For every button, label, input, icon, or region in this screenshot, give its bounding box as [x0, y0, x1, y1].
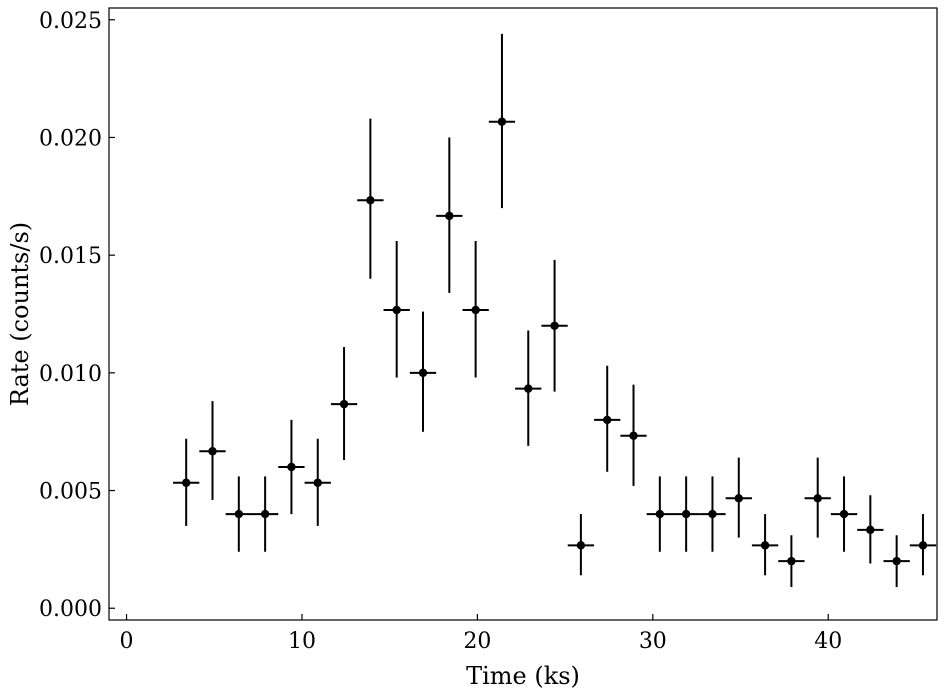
x-tick-label: 40 [814, 629, 842, 654]
y-tick-label: 0.005 [39, 480, 102, 505]
data-point [804, 457, 831, 538]
point-marker [497, 117, 507, 126]
y-tick-label: 0.025 [39, 9, 102, 34]
point-marker [655, 509, 665, 519]
data-points [173, 33, 937, 588]
point-marker [892, 556, 901, 566]
data-point [278, 419, 305, 515]
point-marker [445, 211, 454, 221]
point-marker [708, 509, 717, 519]
data-point [488, 33, 516, 209]
point-marker [418, 368, 428, 378]
point-marker [787, 556, 796, 566]
point-marker [760, 541, 770, 550]
point-marker [471, 305, 480, 315]
x-tick-label: 10 [288, 629, 316, 654]
point-marker [181, 478, 191, 487]
data-point [778, 535, 805, 588]
data-point [699, 476, 726, 552]
data-point [883, 535, 910, 588]
point-marker [234, 509, 244, 519]
y-axis-ticks: 0.000 0.005 0.010 0.015 0.020 0.025 [39, 9, 115, 622]
data-point [304, 438, 331, 526]
data-point [857, 495, 884, 564]
point-marker [603, 415, 612, 425]
x-tick-label: 20 [463, 629, 491, 654]
point-marker [313, 478, 322, 487]
data-point [357, 118, 384, 279]
data-point [436, 137, 463, 293]
y-axis-label: Rate (counts/s) [6, 222, 34, 406]
point-marker [524, 384, 533, 393]
x-axis-ticks: 0 10 20 30 40 [120, 614, 842, 654]
plot-frame [108, 7, 938, 621]
y-tick-label: 0.010 [39, 362, 102, 387]
data-point [725, 457, 752, 538]
point-marker [918, 541, 928, 550]
point-marker [366, 196, 375, 205]
data-point [330, 346, 358, 460]
data-point [646, 476, 673, 552]
data-point [515, 330, 542, 446]
data-point [251, 476, 279, 552]
y-tick-label: 0.020 [39, 126, 102, 151]
point-marker [339, 399, 349, 409]
data-point [594, 365, 621, 472]
point-marker [550, 321, 559, 330]
point-marker [260, 509, 270, 519]
x-tick-label: 30 [639, 629, 667, 654]
point-marker [839, 509, 849, 519]
data-point [383, 241, 410, 378]
point-marker [392, 305, 401, 315]
point-marker [866, 525, 875, 535]
data-point [462, 241, 489, 378]
point-marker [813, 494, 822, 503]
x-axis-label: Time (ks) [466, 662, 580, 690]
data-point [541, 259, 568, 392]
point-marker [287, 462, 296, 472]
point-marker [208, 447, 217, 456]
data-point [620, 384, 647, 486]
point-marker [629, 431, 638, 440]
data-point [830, 476, 858, 552]
data-point [751, 514, 779, 576]
data-point [909, 514, 937, 576]
y-tick-label: 0.015 [39, 244, 102, 269]
data-point [409, 311, 437, 432]
data-point [567, 514, 595, 576]
x-tick-label: 0 [120, 629, 134, 654]
y-tick-label: 0.000 [39, 597, 102, 622]
point-marker [734, 494, 743, 503]
data-point [225, 476, 252, 552]
point-marker [576, 541, 586, 550]
data-point [173, 438, 200, 526]
data-point [672, 476, 700, 552]
point-marker [681, 509, 691, 519]
data-point [199, 401, 226, 500]
